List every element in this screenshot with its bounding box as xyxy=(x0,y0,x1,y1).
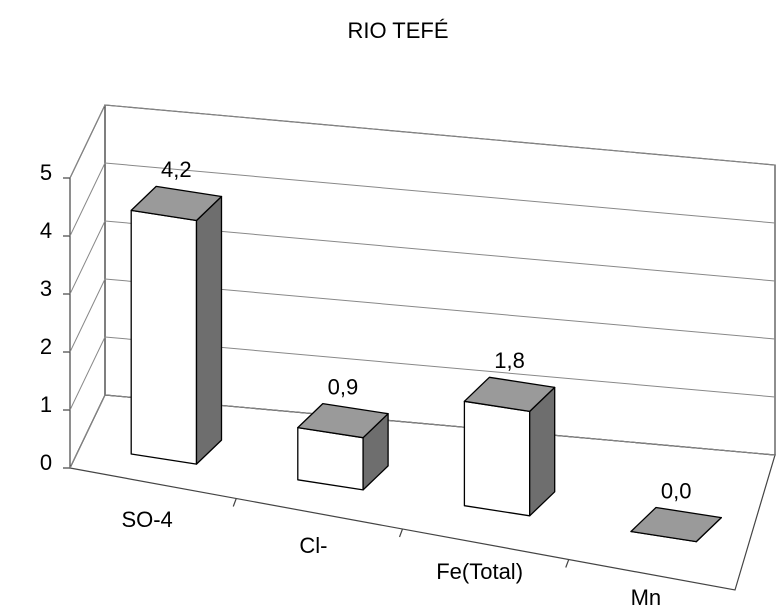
y-tick-label: 4 xyxy=(40,218,52,243)
left-wall xyxy=(69,104,106,469)
x-tick-label: Fe(Total) xyxy=(436,559,523,584)
bar-top xyxy=(130,185,223,222)
grid-line xyxy=(69,336,106,411)
value-label: 0,0 xyxy=(661,478,692,503)
y-tick-label: 3 xyxy=(40,276,52,301)
y-tick-label: 0 xyxy=(40,450,52,475)
y-tick-label: 5 xyxy=(40,160,52,185)
grid-line xyxy=(69,162,106,237)
x-tick-label: Cl- xyxy=(299,533,327,558)
grid-line xyxy=(69,394,106,469)
bar-side xyxy=(195,195,223,465)
grid-line xyxy=(69,278,106,353)
chart-title: RIO TEFÉ xyxy=(347,18,448,43)
y-tick-label: 2 xyxy=(40,334,52,359)
bar-front xyxy=(297,426,364,491)
value-label: 0,9 xyxy=(328,374,359,399)
bar-top xyxy=(630,506,722,543)
x-tick xyxy=(398,528,404,538)
bar-top xyxy=(297,402,389,439)
grid-line xyxy=(104,104,776,166)
bar-front xyxy=(463,400,531,517)
x-tick xyxy=(232,498,237,507)
value-label: 4,2 xyxy=(161,157,192,182)
y-tick-label: 1 xyxy=(40,392,52,417)
value-label: 1,8 xyxy=(494,348,525,373)
grid-line xyxy=(104,162,776,224)
bar-top xyxy=(463,376,556,413)
x-tick xyxy=(565,559,570,568)
grid-line xyxy=(69,220,106,295)
grid-line xyxy=(69,104,106,179)
x-tick-label: SO-4 xyxy=(121,507,172,532)
bar-front xyxy=(130,209,198,465)
x-tick-label: Mn xyxy=(631,585,662,608)
